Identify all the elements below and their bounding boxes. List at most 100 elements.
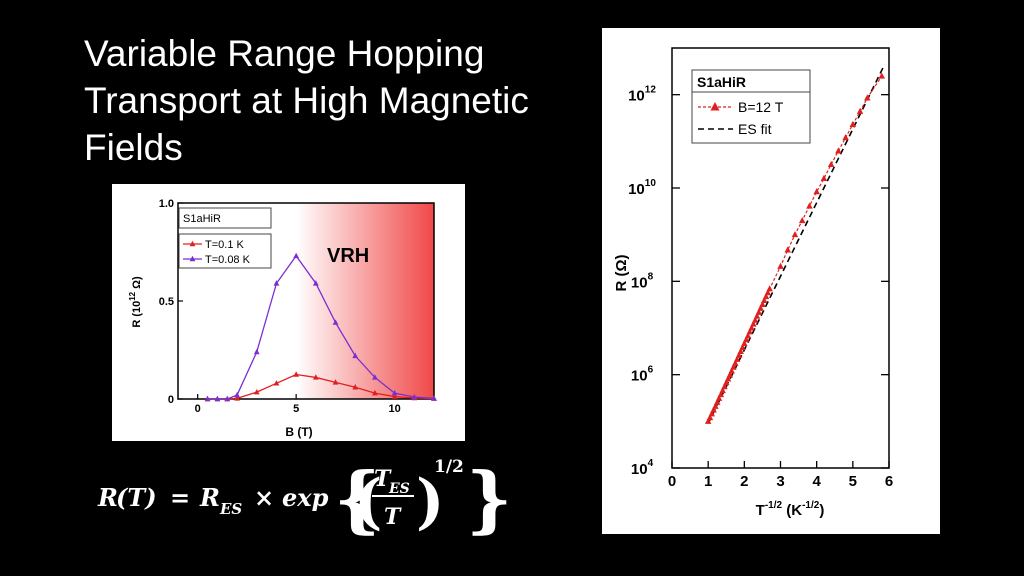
right-y-tick-label: 104 xyxy=(631,458,654,478)
left-data-point xyxy=(391,389,398,396)
es-formula: R (T) = R ES × exp { ( T ES T ) 1/2 } xyxy=(97,456,512,541)
title-line-1: Variable Range Hopping xyxy=(84,33,485,74)
left-chart-panel: 0 5 10 0 0.5 1.0 S1aHiR T=0.1 K T=0.08 K VRH B… xyxy=(112,184,465,441)
left-y-tick-label: 1.0 xyxy=(159,198,174,210)
right-data-point xyxy=(856,107,864,114)
right-legend-box xyxy=(691,69,811,144)
right-data-point xyxy=(713,398,721,405)
right-y-tick-label: 1010 xyxy=(628,178,656,198)
right-data-point xyxy=(717,390,725,398)
right-data-point xyxy=(842,134,849,141)
right-data-point xyxy=(755,308,763,315)
right-legend-label-fit: ES fit xyxy=(738,121,772,137)
left-data-point xyxy=(352,384,359,390)
left-y-tick-label: 0.5 xyxy=(159,296,174,308)
right-data-point xyxy=(878,72,886,79)
left-data-point xyxy=(234,395,240,401)
left-x-axis-label: B (T) xyxy=(285,425,312,439)
right-y-tick-label: 108 xyxy=(631,271,654,291)
left-data-point xyxy=(234,391,240,398)
right-data-point xyxy=(737,347,744,354)
right-data-point xyxy=(710,406,717,413)
right-y-tick-label: 106 xyxy=(631,365,654,385)
left-legend-box xyxy=(178,207,272,229)
left-vrh-region xyxy=(296,203,434,399)
left-vrh-annotation: VRH xyxy=(327,245,369,267)
right-data-point xyxy=(721,383,728,390)
left-sample-label: S1aHiR xyxy=(183,213,221,225)
right-x-tick-label: 2 xyxy=(740,473,748,490)
formula-T-numerator: T xyxy=(374,466,392,492)
left-data-point xyxy=(312,280,319,286)
right-data-point xyxy=(744,332,752,339)
left-data-point xyxy=(312,374,319,380)
right-data-point xyxy=(726,371,734,378)
formula-T-numerator-subscript: ES xyxy=(388,481,410,497)
right-data-point xyxy=(813,188,820,195)
left-legend-label: T=0.1 K xyxy=(205,239,244,251)
right-data-point xyxy=(723,379,730,386)
formula-left-brace: { xyxy=(334,456,380,541)
right-legend-label-b12: B=12 T xyxy=(738,99,784,115)
right-data-point xyxy=(766,285,773,292)
title-line-3: Fields xyxy=(84,127,183,168)
right-data-point xyxy=(746,328,753,335)
right-y-axis-label: R (Ω) xyxy=(613,254,630,291)
left-y-tick-label: 0 xyxy=(168,394,174,406)
right-data-point xyxy=(835,147,842,154)
formula-equals: = xyxy=(170,483,190,512)
left-x-tick-label: 10 xyxy=(388,403,400,415)
right-data-point xyxy=(732,359,739,366)
right-data-point xyxy=(739,343,746,351)
right-data-point xyxy=(827,160,835,167)
right-data-point xyxy=(719,387,726,394)
right-data-point xyxy=(777,262,784,269)
left-x-tick-label: 5 xyxy=(293,403,299,415)
slide-title: Variable Range Hopping Transport at High… xyxy=(84,30,574,171)
formula-exponent: 1/2 xyxy=(434,457,464,477)
right-data-point xyxy=(715,394,723,401)
right-data-point xyxy=(728,367,735,374)
left-data-point xyxy=(431,395,437,401)
formula-right-brace: } xyxy=(466,456,512,541)
right-chart: 0 1 2 3 4 5 6 104 106 108 1010 1012 S1aHiR B=12 T ES… xyxy=(613,47,893,519)
left-data-point xyxy=(224,395,231,402)
right-data-point xyxy=(757,304,764,311)
right-x-tick-label: 4 xyxy=(812,473,821,490)
left-data-point xyxy=(293,252,300,259)
right-data-point xyxy=(742,336,750,343)
left-data-point xyxy=(372,389,378,396)
right-data-point xyxy=(751,316,759,323)
right-data-point xyxy=(806,202,813,209)
right-data-point xyxy=(759,300,766,308)
right-data-point xyxy=(791,231,799,238)
right-chart-panel: 0 1 2 3 4 5 6 104 106 108 1010 1012 S1aHiR B=12 T ES… xyxy=(602,28,940,534)
left-legend-marker xyxy=(189,240,196,247)
right-data-point xyxy=(784,246,791,253)
right-data-point xyxy=(735,351,743,358)
right-data-point xyxy=(753,312,761,319)
right-data-point xyxy=(712,402,719,409)
left-data-point xyxy=(332,379,339,385)
right-data-point xyxy=(762,293,770,300)
left-y-axis-label: R (1012 Ω) xyxy=(128,276,143,328)
formula-times: × xyxy=(254,483,274,512)
left-data-point xyxy=(214,395,221,402)
formula-right-paren: ) xyxy=(416,467,444,537)
right-y-tick-label: 1012 xyxy=(628,85,656,105)
left-legend-marker xyxy=(189,255,196,262)
formula-lhs-T: (T) xyxy=(116,483,157,512)
right-sample-label: S1aHiR xyxy=(697,74,746,90)
right-x-tick-label: 0 xyxy=(668,473,676,490)
right-data-point xyxy=(741,340,748,347)
right-data-point xyxy=(708,410,716,417)
right-x-tick-label: 6 xyxy=(885,473,893,490)
left-data-point xyxy=(273,280,280,286)
left-data-point xyxy=(391,393,398,399)
right-x-tick-label: 1 xyxy=(704,473,712,490)
left-chart: 0 5 10 0 0.5 1.0 S1aHiR T=0.1 K T=0.08 K VRH B… xyxy=(128,198,437,439)
left-x-tick-label: 0 xyxy=(195,403,201,415)
right-x-tick-label: 5 xyxy=(849,473,857,490)
left-data-point xyxy=(352,352,359,359)
title-line-2: Transport at High Magnetic xyxy=(84,80,529,121)
